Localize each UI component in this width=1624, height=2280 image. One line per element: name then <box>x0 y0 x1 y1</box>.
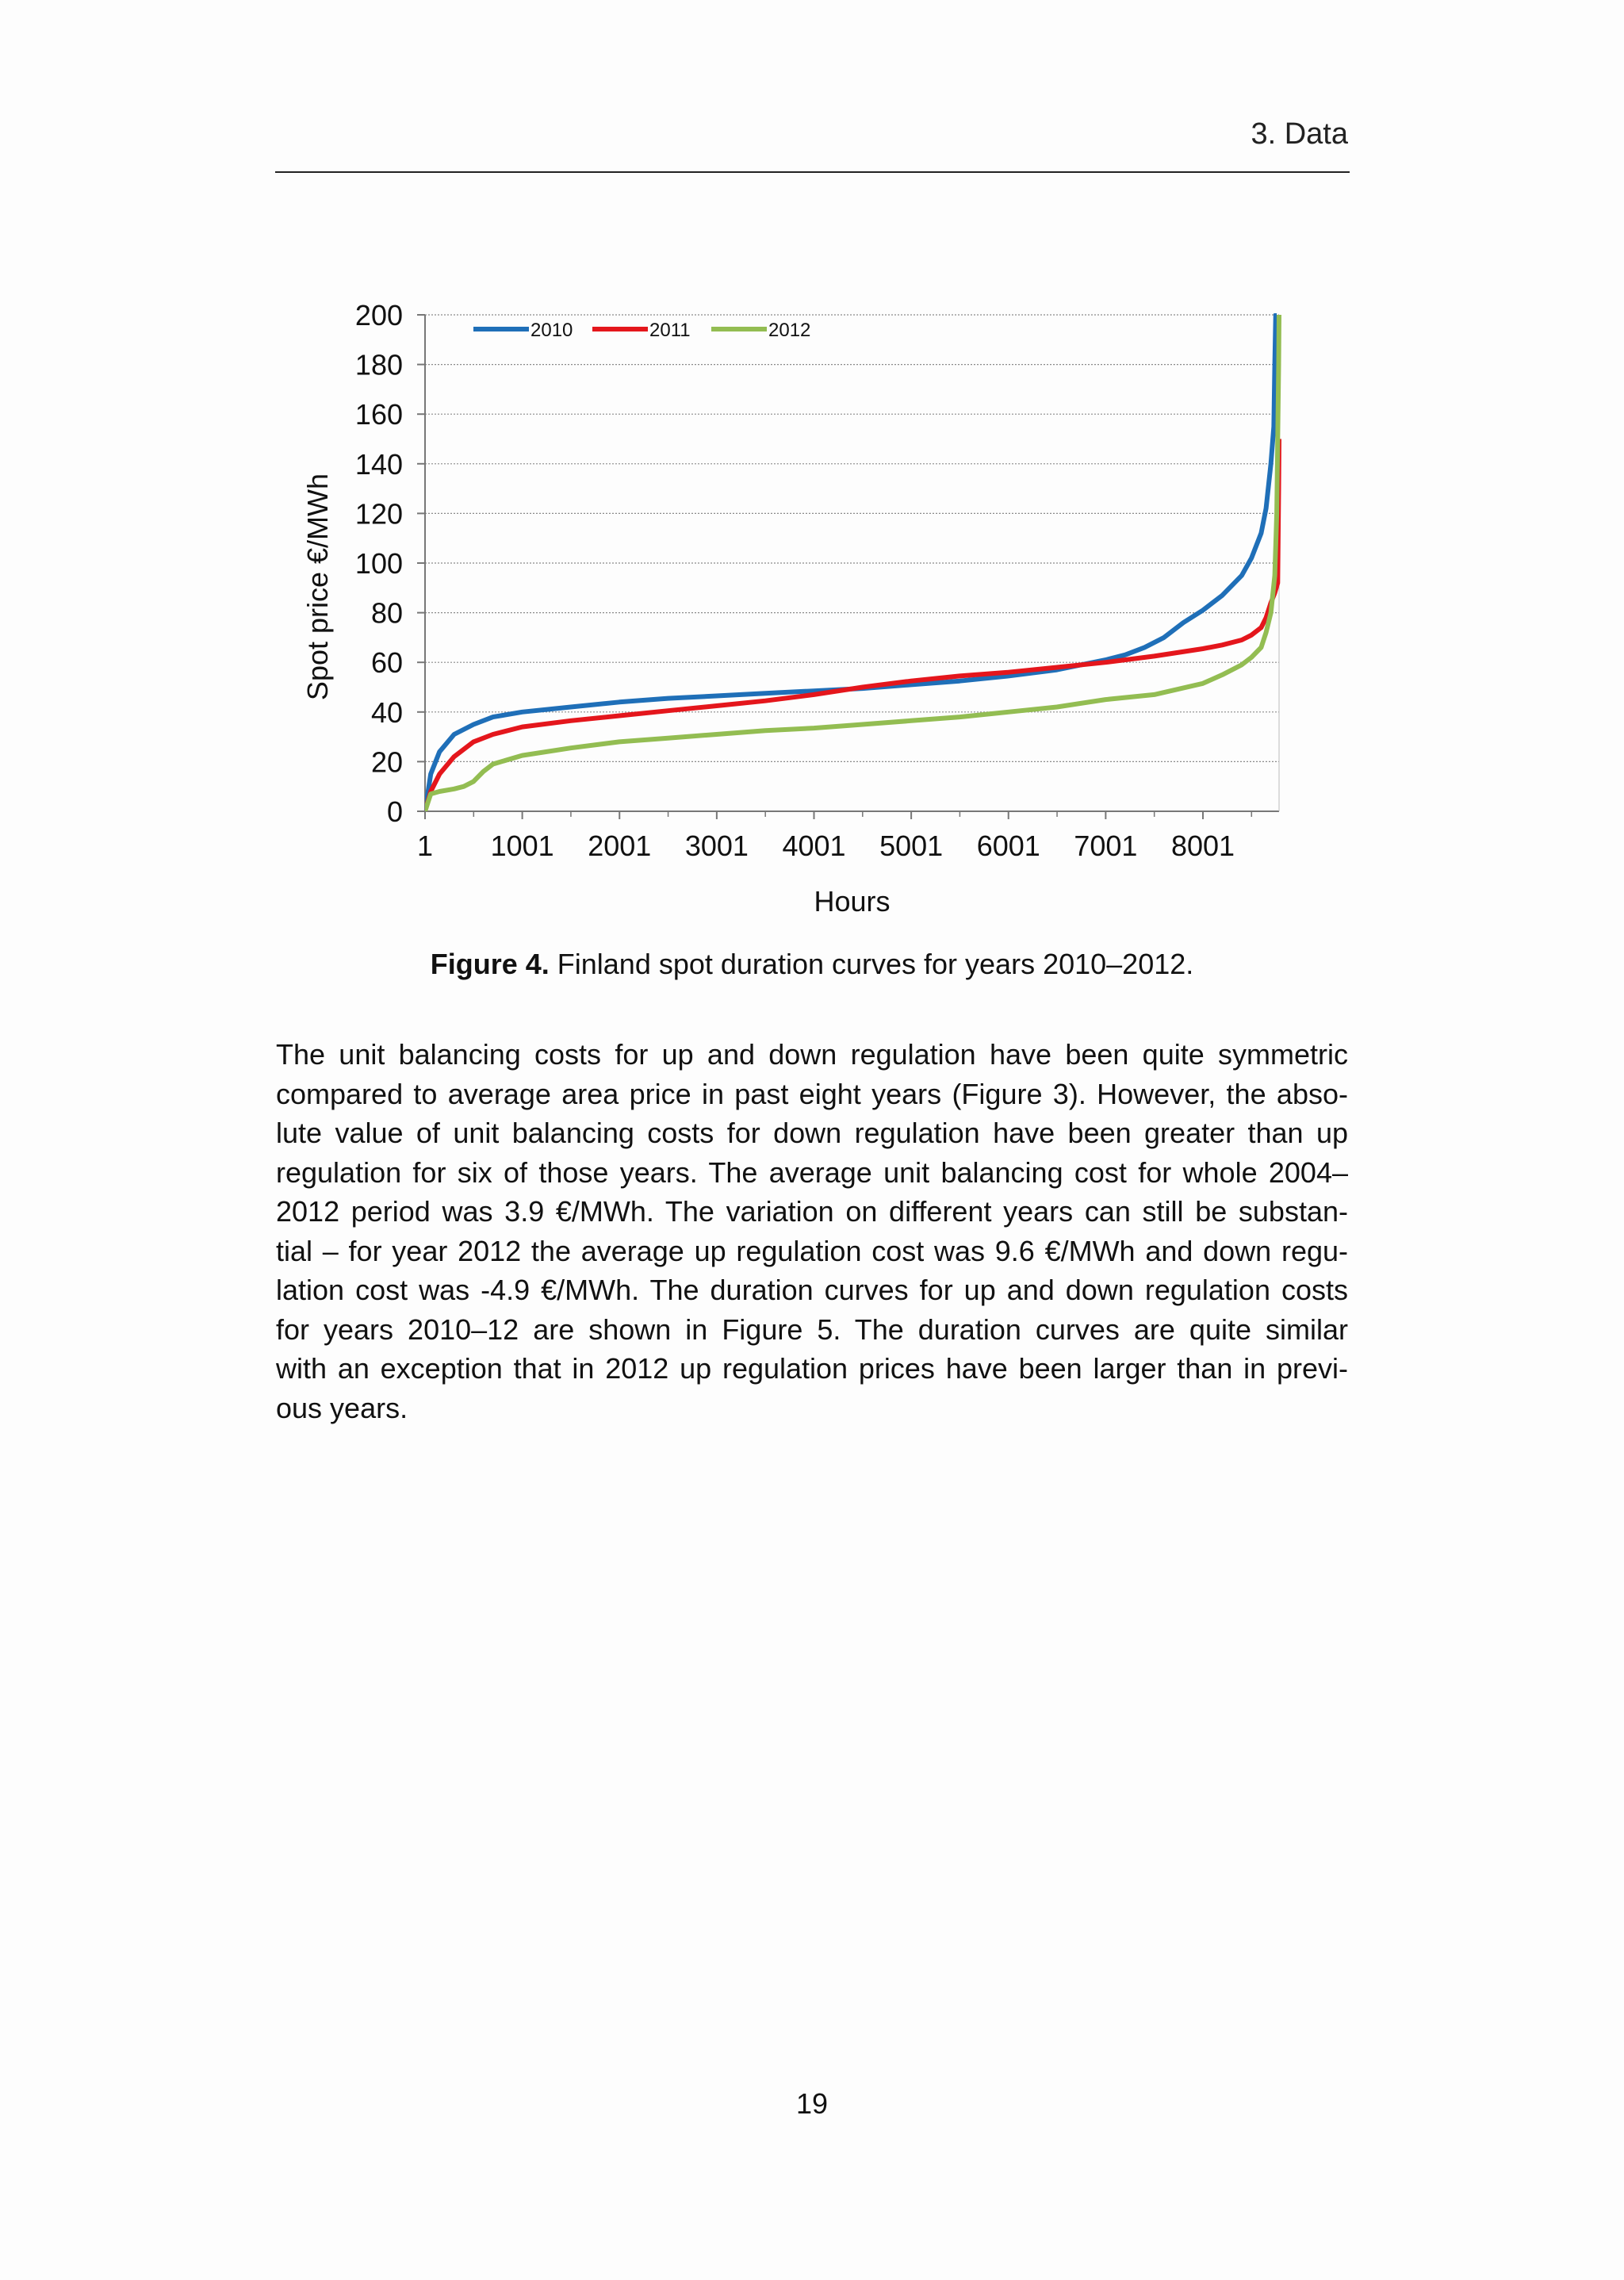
y-tick-label: 180 <box>355 349 403 381</box>
legend-label: 2012 <box>768 320 810 341</box>
paragraph-line: ous years. <box>276 1391 408 1424</box>
body-paragraph: The unit balancing costs for up and down… <box>276 1035 1348 1427</box>
x-tick-label: 6001 <box>977 830 1040 862</box>
paragraph-line: lute value of unit balancing costs for d… <box>276 1117 1348 1149</box>
header-rule <box>275 171 1350 173</box>
legend-label: 2010 <box>530 320 573 341</box>
x-tick-label: 4001 <box>782 830 845 862</box>
series-line-2011 <box>425 439 1281 811</box>
y-axis-title: Spot price €/MWh <box>301 473 334 700</box>
x-tick-label: 5001 <box>879 830 943 862</box>
paragraph-line: lation cost was -4.9 €/MWh. The duration… <box>276 1274 1348 1306</box>
x-tick-label: 3001 <box>685 830 749 862</box>
x-tick-label: 1001 <box>491 830 554 862</box>
x-tick-label: 2001 <box>588 830 651 862</box>
x-tick-label: 8001 <box>1171 830 1235 862</box>
paragraph-line: 2012 period was 3.9 €/MWh. The variation… <box>276 1195 1348 1228</box>
y-tick-label: 140 <box>355 448 403 481</box>
y-tick-label: 0 <box>387 795 403 828</box>
page-number: 19 <box>795 2087 829 2120</box>
y-tick-label: 40 <box>371 696 403 729</box>
y-tick-label: 120 <box>355 497 403 530</box>
figure-caption: Figure 4. Finland spot duration curves f… <box>0 948 1624 981</box>
y-tick-label: 80 <box>371 597 403 630</box>
y-tick-label: 20 <box>371 745 403 778</box>
figure-caption-text: Finland spot duration curves for years 2… <box>557 948 1194 980</box>
x-axis-title: Hours <box>814 885 890 918</box>
paragraph-line: regulation for six of those years. The a… <box>276 1155 1348 1189</box>
series-line-2012 <box>425 314 1281 811</box>
legend-label: 2011 <box>649 320 691 341</box>
y-tick-label: 160 <box>355 398 403 431</box>
paragraph-line: with an exception that in 2012 up regula… <box>276 1352 1348 1385</box>
y-tick-label: 200 <box>355 299 403 331</box>
paragraph-line: compared to average area price in past e… <box>276 1077 1348 1110</box>
x-tick-label: 1 <box>417 830 433 862</box>
figure-label: Figure 4. <box>430 948 550 980</box>
running-header: 3. Data <box>1251 117 1348 151</box>
x-tick-label: 7001 <box>1074 830 1137 862</box>
y-tick-label: 100 <box>355 547 403 580</box>
series-line-2010 <box>425 313 1278 811</box>
paragraph-line: tial – for year 2012 the average up regu… <box>276 1234 1348 1267</box>
paragraph-line: The unit balancing costs for up and down… <box>276 1038 1348 1071</box>
paragraph-line: for years 2010–12 are shown in Figure 5.… <box>276 1312 1348 1346</box>
y-tick-label: 60 <box>371 646 403 679</box>
